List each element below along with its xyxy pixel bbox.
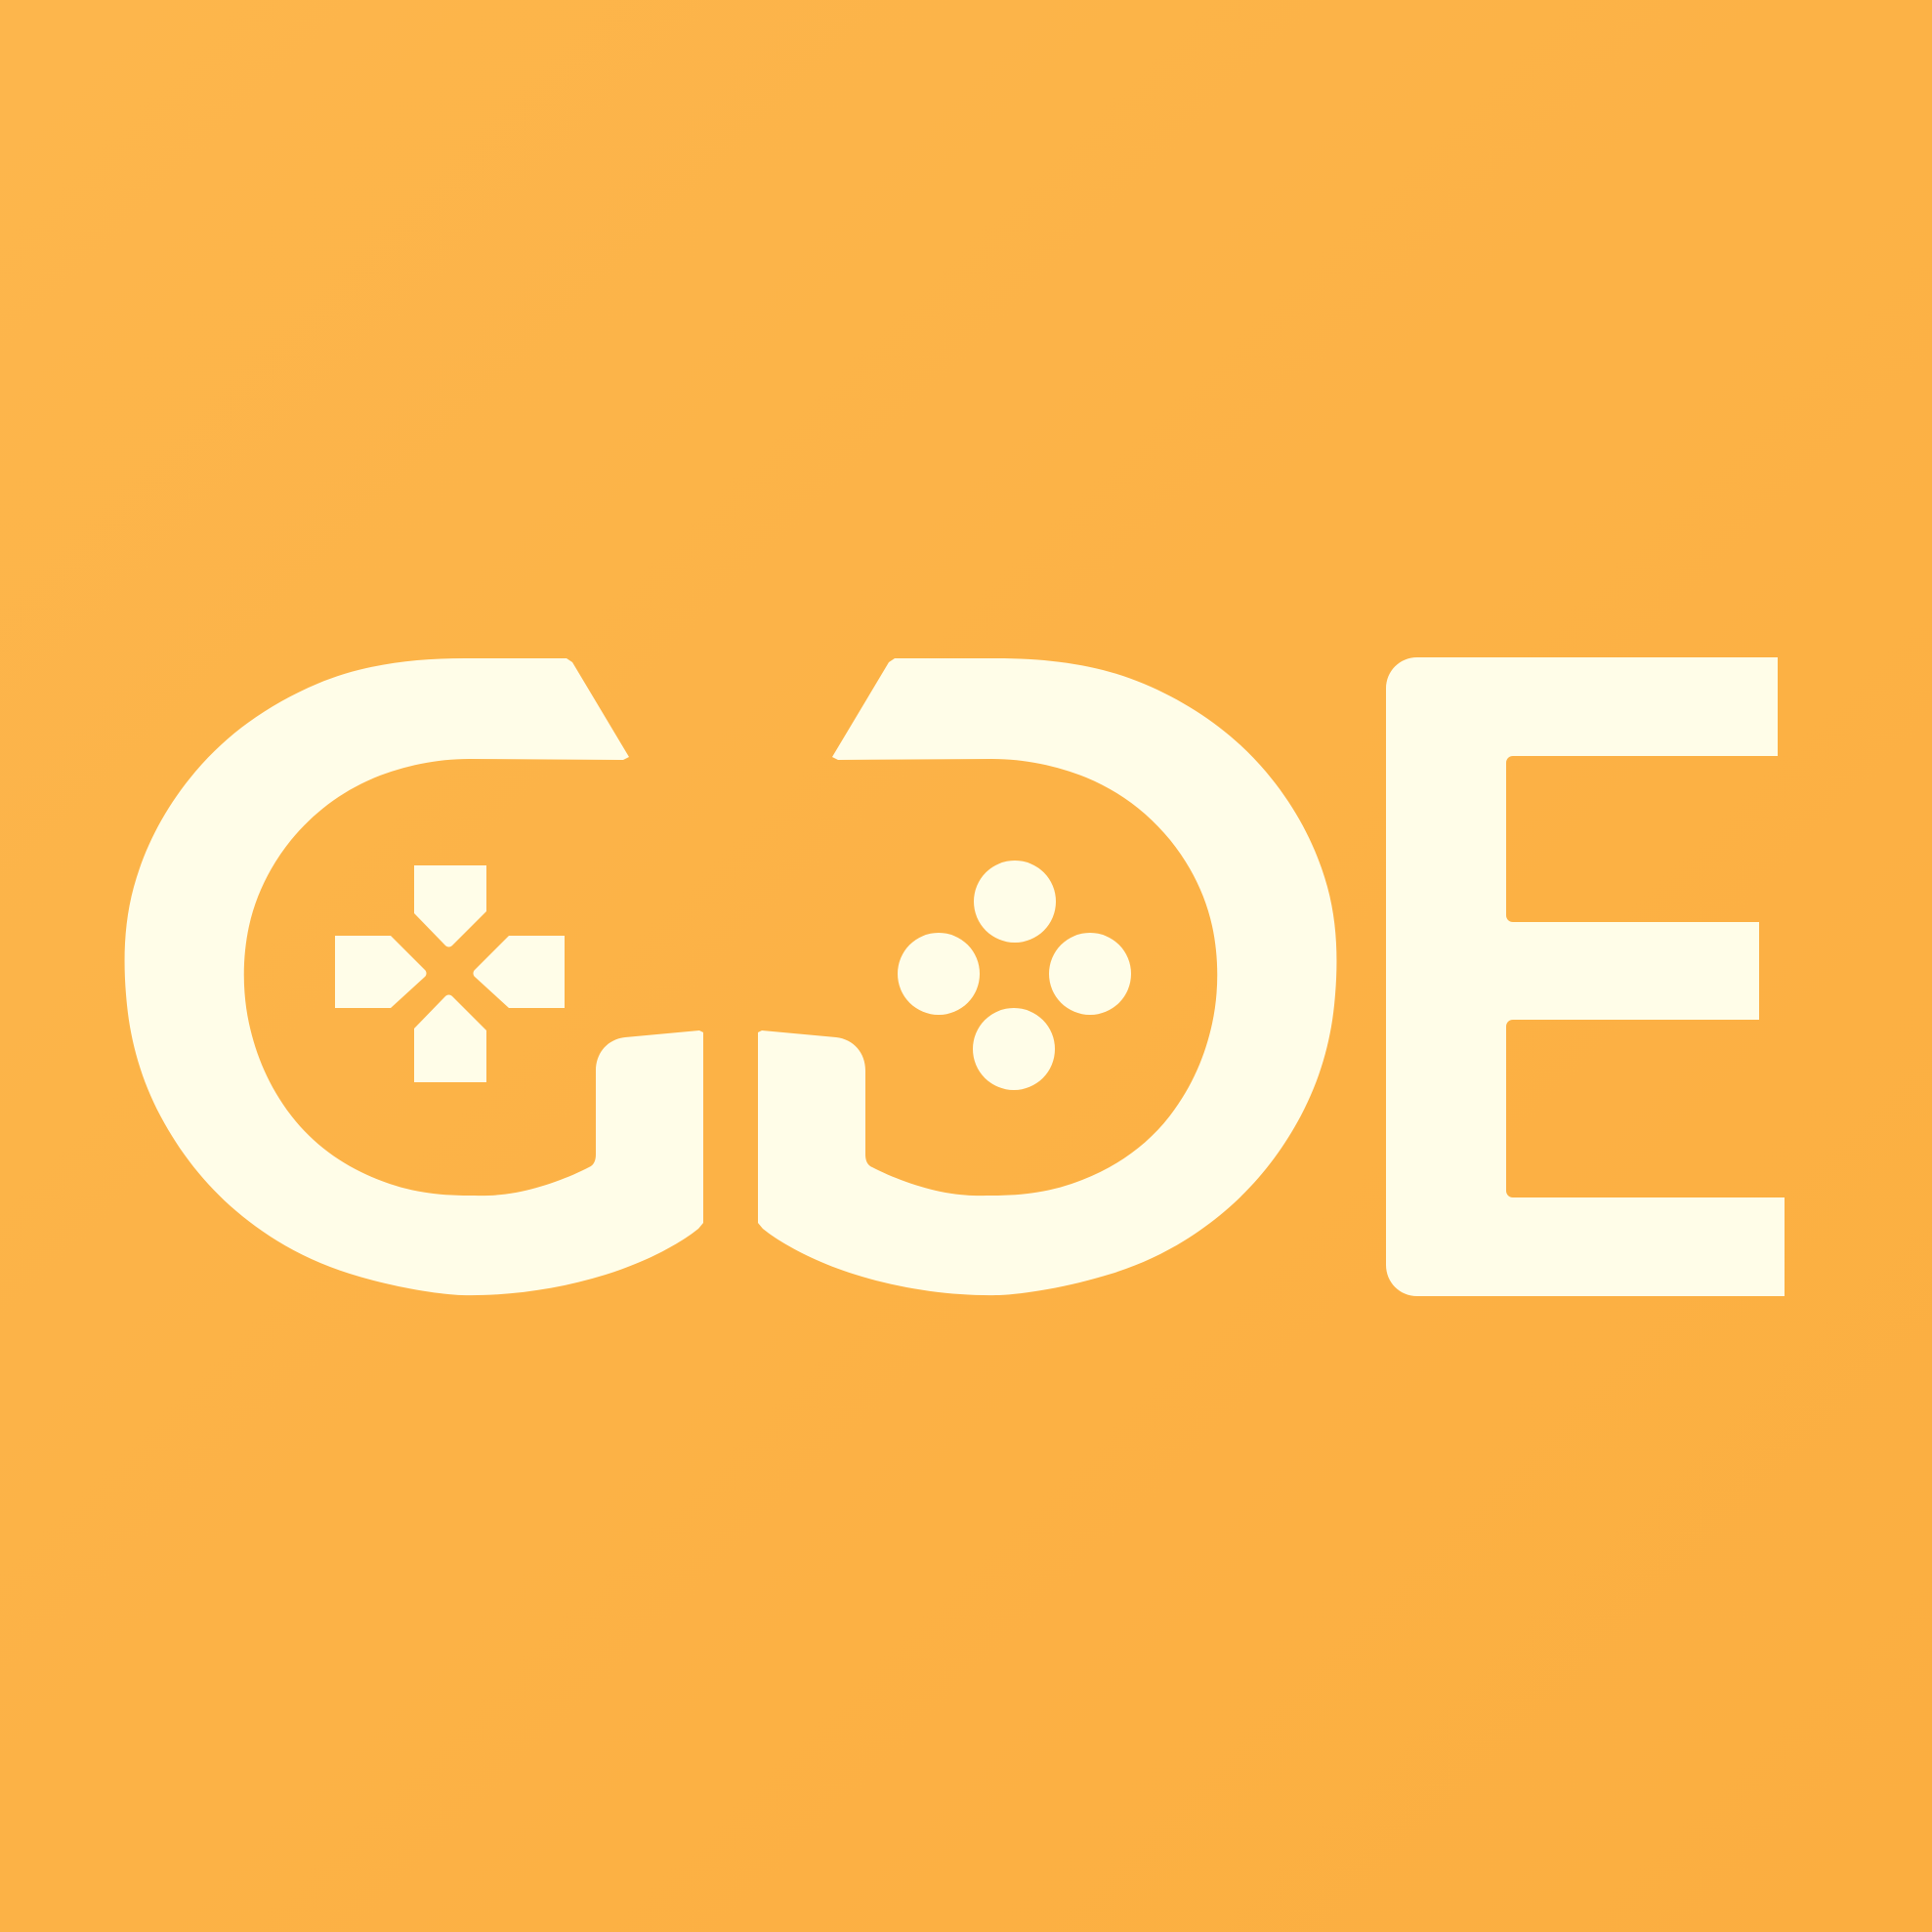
letter-o [758, 658, 1337, 1296]
dpad-up [414, 865, 486, 947]
dpad-icon [335, 865, 565, 1082]
face-button-left [898, 933, 980, 1015]
letter-g [124, 658, 703, 1296]
face-button-right [1049, 933, 1131, 1015]
face-buttons-icon [898, 861, 1131, 1090]
letter-e [1386, 657, 1785, 1296]
face-button-top [974, 861, 1056, 943]
dpad-right [473, 936, 565, 1008]
dpad-down [414, 994, 486, 1082]
face-button-bottom [973, 1008, 1055, 1090]
dpad-left [335, 936, 427, 1008]
